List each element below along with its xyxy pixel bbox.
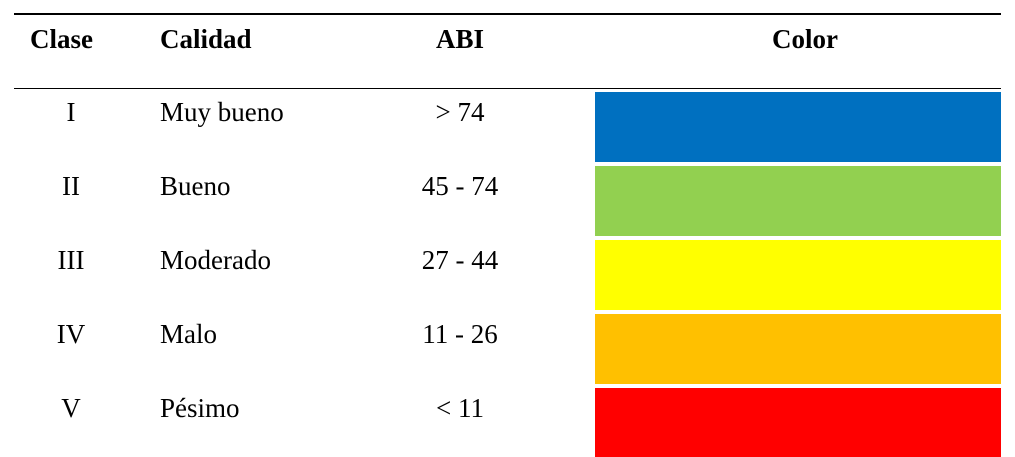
cell-clase: IV: [56, 319, 86, 349]
cell-calidad: Pésimo: [160, 393, 240, 423]
cell-abi: 45 - 74: [421, 171, 499, 201]
cell-calidad: Muy bueno: [160, 97, 284, 127]
header-calidad: Calidad: [160, 24, 252, 54]
color-swatch: [595, 388, 1001, 457]
color-swatch: [595, 314, 1001, 384]
table-row: II Bueno 45 - 74: [0, 163, 1015, 237]
cell-abi: > 74: [435, 97, 485, 127]
cell-clase: V: [61, 393, 81, 423]
cell-calidad: Moderado: [160, 245, 271, 275]
header-abi: ABI: [435, 24, 484, 54]
cell-clase: II: [62, 171, 80, 201]
cell-clase: I: [66, 97, 76, 127]
color-swatch: [595, 166, 1001, 236]
header-color: Color: [772, 24, 838, 54]
table-top-rule: [14, 13, 1001, 15]
table-row: I Muy bueno > 74: [0, 89, 1015, 163]
cell-clase: III: [57, 245, 85, 275]
cell-abi: < 11: [436, 393, 484, 423]
table-row: V Pésimo < 11: [0, 385, 1015, 457]
cell-abi: 27 - 44: [421, 245, 499, 275]
header-clase: Clase: [30, 24, 93, 54]
color-swatch: [595, 240, 1001, 310]
header-separator-rule: [14, 88, 1001, 89]
table-row: IV Malo 11 - 26: [0, 311, 1015, 385]
cell-calidad: Malo: [160, 319, 217, 349]
cell-abi: 11 - 26: [422, 319, 498, 349]
table-row: III Moderado 27 - 44: [0, 237, 1015, 311]
cell-calidad: Bueno: [160, 171, 231, 201]
color-swatch: [595, 92, 1001, 162]
